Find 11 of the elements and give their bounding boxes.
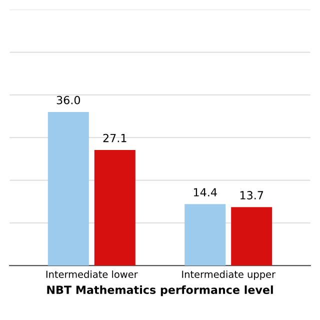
data-label: 13.7 [240,191,264,200]
bar [48,112,89,266]
x-axis-title: NBT Mathematics performance level [47,285,273,296]
bar [184,204,226,266]
data-label: 36.0 [56,96,80,104]
data-label: 14.4 [194,188,217,196]
bar [231,207,272,266]
bar [94,150,136,266]
x-tick-label: Intermediate lower [46,270,138,278]
x-tick-label: Intermediate upper [182,270,276,280]
data-label: 27.1 [103,134,126,142]
